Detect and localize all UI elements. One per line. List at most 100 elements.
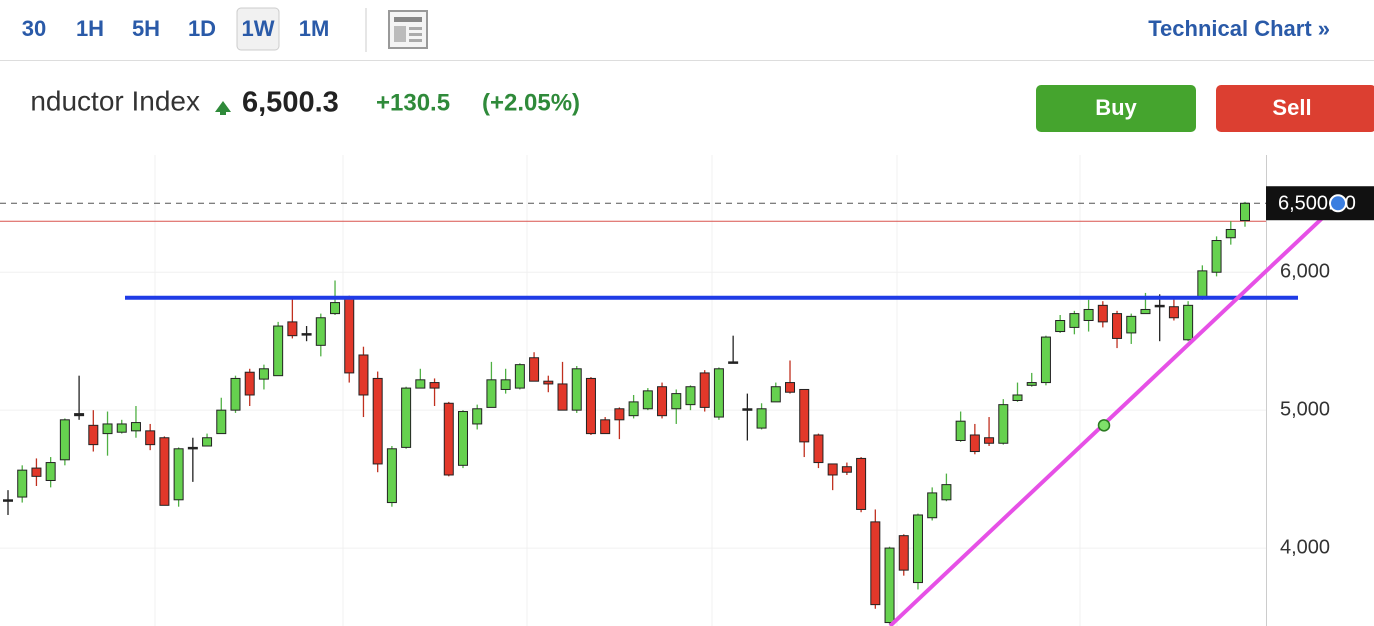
candle-body bbox=[1026, 382, 1037, 386]
instrument-name: nductor Index bbox=[30, 85, 200, 116]
candle-body bbox=[742, 408, 753, 411]
candle bbox=[429, 378, 440, 407]
candle bbox=[856, 457, 867, 513]
candle-body bbox=[770, 386, 781, 403]
candle bbox=[1168, 297, 1179, 321]
selected-interval-bg bbox=[236, 7, 280, 51]
interval-button[interactable]: 5H bbox=[132, 16, 160, 41]
candle bbox=[543, 375, 554, 393]
candle-body bbox=[699, 372, 710, 408]
candle-body bbox=[657, 386, 668, 417]
candle bbox=[685, 385, 696, 411]
candle-body bbox=[1168, 306, 1179, 319]
candle-body bbox=[912, 514, 923, 584]
candle-body bbox=[486, 379, 497, 408]
candle-body bbox=[614, 408, 625, 421]
candle-body bbox=[344, 296, 355, 374]
candle bbox=[1126, 313, 1137, 344]
candle bbox=[799, 388, 810, 458]
candle-body bbox=[358, 354, 369, 396]
candle-body bbox=[17, 469, 28, 498]
trendline bbox=[888, 201, 1340, 626]
candle bbox=[74, 375, 85, 420]
candle bbox=[287, 297, 298, 339]
candle-body bbox=[955, 420, 966, 441]
candle-body bbox=[301, 333, 312, 336]
candle bbox=[1097, 301, 1108, 328]
candle bbox=[216, 397, 227, 435]
candle-body bbox=[74, 413, 85, 417]
candle-body bbox=[443, 402, 454, 476]
candle bbox=[301, 326, 312, 342]
candle bbox=[202, 433, 213, 447]
candle bbox=[713, 367, 724, 420]
interval-button[interactable]: 1D bbox=[188, 16, 216, 41]
interval-button[interactable]: 1W bbox=[242, 16, 275, 41]
interval-button[interactable]: 1M bbox=[299, 16, 330, 41]
layout-icon[interactable] bbox=[388, 10, 428, 49]
sell-button[interactable]: Sell bbox=[1216, 85, 1374, 132]
buy-bg bbox=[1036, 85, 1196, 132]
candle bbox=[642, 388, 653, 411]
candle-body bbox=[1055, 320, 1066, 333]
candle bbox=[3, 490, 13, 515]
candle bbox=[1026, 372, 1037, 387]
candle-body bbox=[45, 462, 56, 481]
candle bbox=[841, 462, 852, 475]
interval-button[interactable]: 30 bbox=[22, 16, 46, 41]
icon-block bbox=[394, 26, 406, 42]
candle-body bbox=[457, 411, 468, 466]
candle bbox=[912, 513, 923, 590]
candle bbox=[813, 433, 824, 469]
candle bbox=[159, 436, 170, 506]
interval-button[interactable]: 1H bbox=[76, 16, 104, 41]
candle-body bbox=[529, 357, 540, 382]
candle bbox=[372, 371, 383, 473]
candle-body bbox=[116, 423, 127, 433]
candle bbox=[59, 418, 70, 466]
candle-body bbox=[841, 466, 852, 473]
candle bbox=[415, 368, 426, 389]
candle-body bbox=[273, 325, 284, 377]
candle bbox=[955, 411, 966, 442]
candle bbox=[585, 377, 596, 435]
y-tick-label: 5,000 bbox=[1280, 398, 1330, 420]
candle bbox=[244, 368, 255, 407]
candle bbox=[187, 437, 198, 482]
candle-body bbox=[88, 424, 99, 446]
candle bbox=[870, 509, 881, 609]
candle bbox=[344, 295, 355, 383]
candle-body bbox=[31, 467, 42, 477]
buy-label: Buy bbox=[1095, 95, 1137, 120]
candle bbox=[145, 423, 156, 451]
candle-body bbox=[713, 368, 724, 418]
y-tick-label: 6,000 bbox=[1280, 261, 1330, 283]
buy-button[interactable]: Buy bbox=[1036, 85, 1196, 132]
candle-body bbox=[628, 401, 639, 417]
candle bbox=[898, 534, 909, 576]
candle bbox=[1012, 382, 1023, 402]
candle-body bbox=[145, 430, 156, 446]
candle bbox=[401, 386, 412, 449]
candle-body bbox=[1183, 304, 1194, 341]
candle bbox=[699, 370, 710, 412]
candle bbox=[273, 321, 284, 377]
candle bbox=[386, 446, 397, 507]
candle-body bbox=[429, 382, 440, 389]
candle-body bbox=[671, 393, 682, 410]
change: +130.5 bbox=[376, 89, 450, 116]
candle bbox=[557, 361, 568, 411]
candle bbox=[31, 458, 42, 487]
candle bbox=[728, 335, 739, 364]
candle bbox=[472, 404, 483, 430]
candle-body bbox=[685, 386, 696, 406]
candle-body bbox=[969, 434, 980, 453]
technical-chart-link[interactable]: Technical Chart » bbox=[1148, 16, 1330, 41]
candle bbox=[230, 375, 241, 413]
candle bbox=[657, 382, 668, 419]
candle bbox=[671, 389, 682, 424]
candle bbox=[770, 382, 781, 403]
candle-body bbox=[884, 547, 895, 624]
candle-body bbox=[756, 408, 767, 429]
